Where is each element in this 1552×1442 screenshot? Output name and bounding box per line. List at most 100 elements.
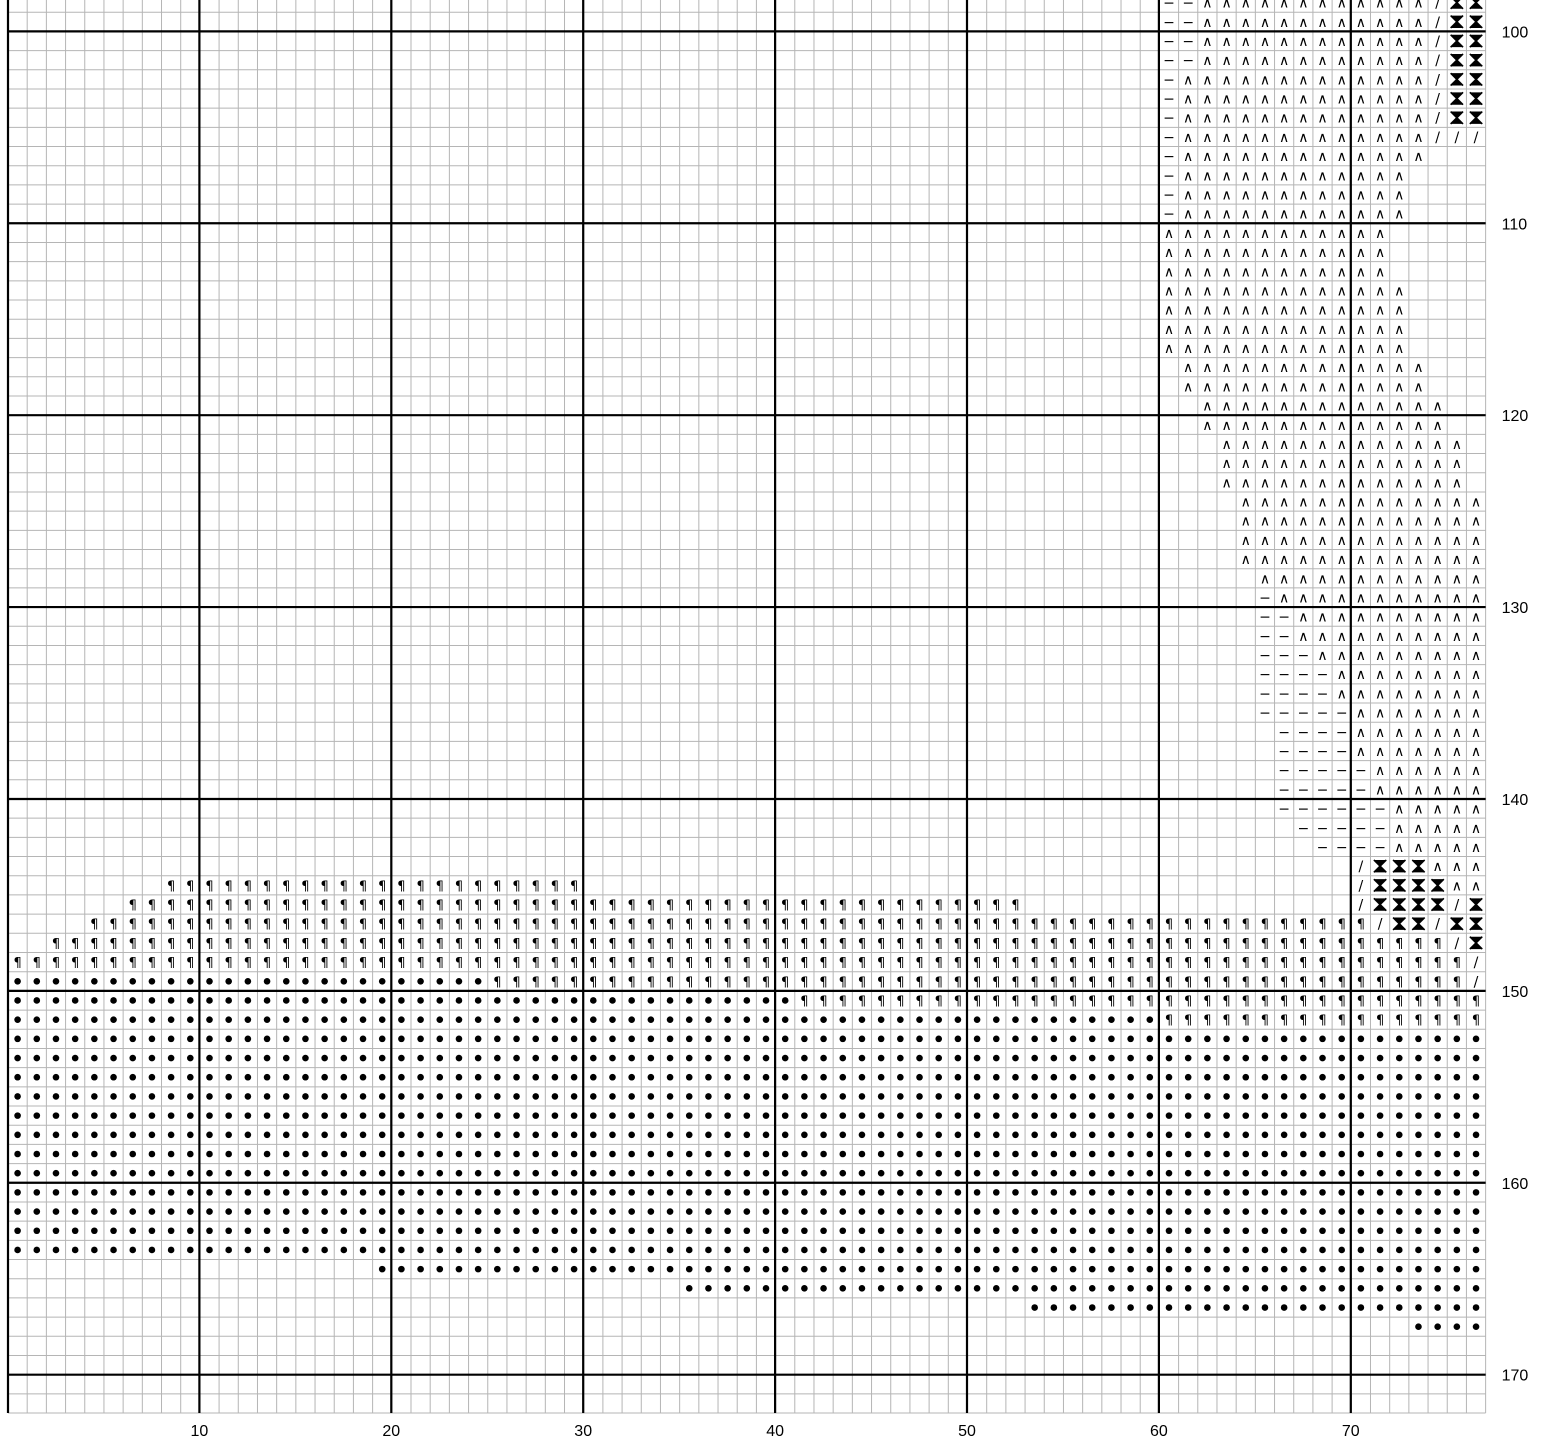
stitch-cell: [1159, 89, 1179, 108]
slash-symbol: /: [1454, 130, 1459, 146]
dash-symbol: −: [1355, 840, 1367, 856]
dot-symbol: [1204, 1150, 1211, 1158]
dot-symbol: [1376, 1265, 1384, 1273]
stitch-cell: [1236, 166, 1255, 185]
pilcrow-symbol: ¶: [743, 899, 751, 914]
pilcrow-symbol: ¶: [877, 937, 885, 952]
stitch-cell: [1236, 550, 1255, 569]
caret-symbol: ∧: [1337, 399, 1347, 415]
dot-symbol: [935, 1112, 943, 1119]
caret-symbol: ∧: [1394, 15, 1404, 31]
stitch-cell: [1159, 12, 1179, 31]
dot-symbol: [129, 1208, 137, 1215]
dot-symbol: [474, 1189, 482, 1196]
dot-symbol: [436, 1035, 444, 1043]
stitch-cell: [1236, 0, 1255, 12]
stitch-cell: [1275, 703, 1294, 722]
caret-symbol: ∧: [1260, 322, 1270, 338]
stitch-cell: [795, 972, 814, 991]
pilcrow-symbol: ¶: [493, 937, 501, 952]
stitch-cell: [1198, 396, 1217, 415]
stitch-cell: [507, 972, 526, 991]
dot-symbol: [1012, 1131, 1019, 1139]
stitch-cell: [1179, 242, 1198, 262]
dash-symbol: −: [1163, 53, 1175, 69]
dot-symbol: [340, 977, 348, 985]
stitch-cell: [1409, 991, 1428, 1010]
caret-symbol: ∧: [1298, 72, 1308, 88]
caret-symbol: ∧: [1183, 111, 1193, 127]
dot-symbol: [282, 1150, 290, 1158]
stitch-cell: [1351, 108, 1370, 127]
pilcrow-symbol: ¶: [340, 937, 348, 952]
caret-symbol: ∧: [1375, 53, 1385, 69]
dot-symbol: [897, 1189, 904, 1196]
dash-symbol: −: [1259, 706, 1271, 722]
stitch-cell: [1332, 761, 1351, 780]
caret-symbol: ∧: [1471, 495, 1481, 511]
dot-symbol: [1127, 1016, 1134, 1023]
stitch-cell: [430, 953, 449, 972]
stitch-cell: [1466, 607, 1486, 626]
pilcrow-symbol: ¶: [1184, 918, 1192, 933]
dot-symbol: [877, 1189, 885, 1196]
dot-symbol: [1069, 1169, 1077, 1177]
dot-symbol: [1204, 1208, 1211, 1215]
stitch-cell: [1370, 185, 1390, 204]
dot-symbol: [1434, 1246, 1441, 1254]
pilcrow-symbol: ¶: [436, 899, 444, 914]
pilcrow-symbol: ¶: [378, 956, 386, 971]
dot-symbol: [589, 1208, 597, 1215]
stitch-cell: [1390, 338, 1409, 358]
dot-symbol: [1050, 1016, 1058, 1023]
dot-symbol: [1223, 1285, 1230, 1292]
stitch-cell: [968, 991, 987, 1010]
dot-symbol: [1280, 1169, 1288, 1177]
dot-symbol: [1242, 1112, 1250, 1119]
caret-symbol: ∧: [1433, 744, 1443, 760]
dot-symbol: [839, 1189, 847, 1196]
column-tick-label: 20: [382, 1423, 400, 1440]
stitch-cell: [1159, 166, 1179, 185]
pilcrow-symbol: ¶: [743, 975, 751, 990]
stitch-cell: [1447, 588, 1466, 607]
stitch-cell: [1236, 31, 1255, 51]
dot-symbol: [973, 1112, 981, 1119]
pilcrow-symbol: ¶: [858, 899, 866, 914]
dot-symbol: [1165, 1227, 1173, 1235]
stitch-cell: [1447, 991, 1466, 1010]
stitch-cell: [987, 953, 1006, 972]
pilcrow-symbol: ¶: [954, 994, 962, 1009]
pilcrow-symbol: ¶: [935, 975, 943, 990]
dash-symbol: −: [1336, 744, 1348, 760]
stitch-cell: [622, 953, 641, 972]
pilcrow-symbol: ¶: [1203, 994, 1211, 1009]
stitch-cell: [1332, 127, 1351, 147]
dot-symbol: [1031, 1150, 1038, 1158]
dot-symbol: [340, 1150, 348, 1158]
caret-symbol: ∧: [1279, 111, 1289, 127]
stitch-cell: [1294, 914, 1313, 933]
dot-symbol: [935, 1265, 943, 1273]
dot-symbol: [839, 1265, 847, 1273]
dot-symbol: [1165, 1112, 1173, 1119]
dot-symbol: [801, 1246, 808, 1254]
dash-symbol: −: [1317, 725, 1329, 741]
dot-symbol: [244, 1016, 252, 1023]
stitch-cell: [910, 991, 929, 1010]
caret-symbol: ∧: [1241, 92, 1251, 108]
dot-symbol: [916, 1169, 923, 1177]
stitch-cell: [1351, 665, 1370, 684]
stitch-cell: [277, 895, 296, 914]
pilcrow-symbol: ¶: [1318, 937, 1326, 952]
dot-symbol: [801, 1265, 808, 1273]
dot-symbol: [1415, 1323, 1422, 1331]
pilcrow-symbol: ¶: [1146, 994, 1154, 1009]
pilcrow-symbol: ¶: [1395, 937, 1403, 952]
dot-symbol: [647, 1035, 655, 1043]
stitch-cell: [1294, 492, 1313, 511]
dot-symbol: [110, 1112, 117, 1119]
dot-symbol: [225, 997, 232, 1004]
stitch-cell: [1179, 0, 1198, 12]
stitch-cell: [1313, 31, 1332, 51]
